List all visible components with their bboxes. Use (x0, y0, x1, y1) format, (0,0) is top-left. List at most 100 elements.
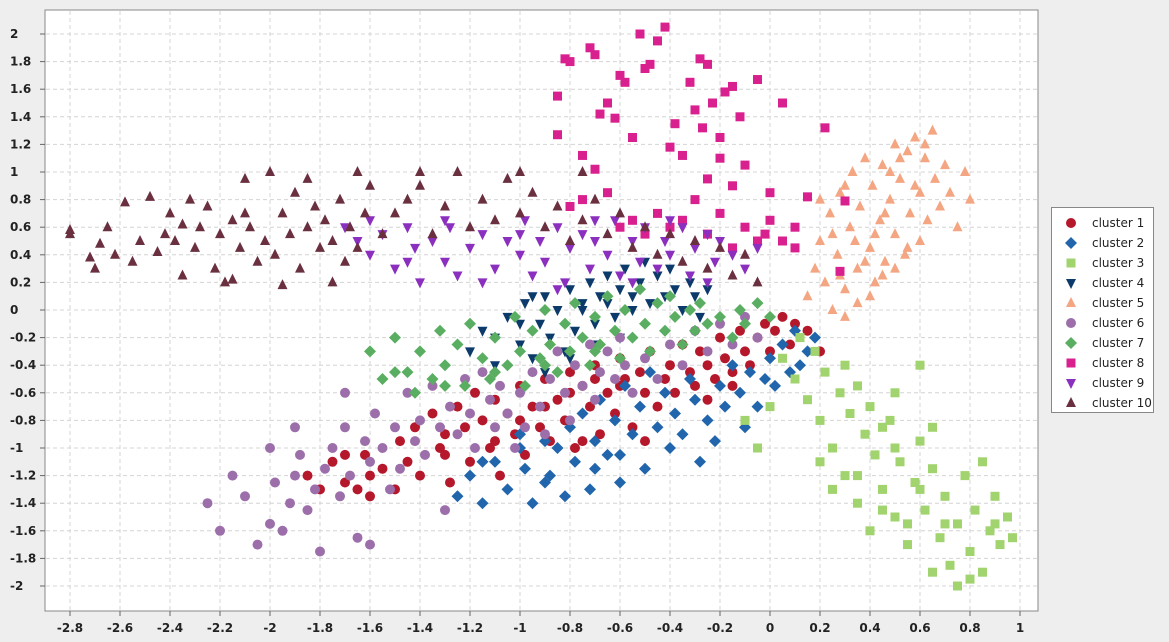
data-point (540, 368, 550, 379)
legend-label: cluster 8 (1092, 356, 1145, 370)
data-point (810, 346, 820, 356)
series-6 (202, 311, 763, 557)
data-point (1008, 533, 1017, 543)
data-point (302, 505, 313, 516)
data-point (520, 299, 530, 310)
data-point (690, 235, 700, 245)
legend-label: cluster 1 (1092, 216, 1145, 230)
data-point (678, 150, 687, 160)
data-point (202, 498, 213, 509)
data-point (727, 339, 738, 350)
data-point (702, 278, 713, 289)
data-point (452, 271, 463, 282)
data-point (765, 346, 775, 357)
data-point (840, 283, 850, 294)
data-point (377, 228, 388, 239)
data-point (553, 91, 562, 101)
data-point (552, 200, 563, 211)
data-point (577, 436, 588, 447)
data-point (910, 179, 920, 190)
data-point (540, 257, 550, 268)
data-point (694, 297, 706, 310)
data-point (595, 429, 605, 440)
data-point (514, 345, 526, 358)
data-point (145, 190, 155, 201)
data-point (639, 462, 651, 475)
data-point (620, 374, 630, 384)
data-point (885, 166, 895, 176)
legend-marker (1066, 297, 1076, 307)
y-tick-label: 2 (10, 27, 18, 41)
data-point (402, 257, 413, 268)
data-point (576, 331, 589, 344)
data-point (640, 353, 650, 364)
data-point (602, 299, 613, 310)
data-point (865, 241, 875, 252)
data-point (526, 497, 539, 510)
data-point (690, 195, 700, 205)
data-point (735, 112, 745, 122)
data-point (465, 456, 475, 467)
data-point (835, 266, 845, 276)
data-point (922, 214, 933, 225)
data-point (552, 346, 563, 357)
data-point (65, 228, 75, 239)
data-point (502, 408, 513, 419)
data-point (110, 248, 120, 259)
data-point (584, 483, 596, 496)
data-point (910, 478, 920, 487)
data-point (440, 505, 450, 516)
data-point (502, 172, 513, 183)
data-point (603, 98, 612, 108)
data-point (728, 81, 737, 91)
data-point (930, 172, 940, 183)
data-point (753, 236, 762, 246)
data-point (601, 448, 614, 461)
data-point (664, 290, 676, 303)
data-point (502, 237, 513, 247)
data-point (790, 243, 800, 253)
data-point (460, 422, 470, 433)
data-point (690, 105, 700, 115)
data-point (702, 230, 713, 241)
data-point (540, 292, 550, 303)
legend-marker (1066, 397, 1076, 407)
data-point (990, 491, 1000, 501)
y-tick-label: 0 (10, 303, 18, 317)
data-point (590, 319, 600, 330)
y-tick-label: 0.6 (10, 220, 31, 234)
data-point (960, 471, 970, 481)
data-point (702, 285, 713, 296)
data-point (177, 269, 188, 280)
data-point (900, 248, 910, 259)
data-point (601, 290, 614, 303)
data-point (170, 235, 180, 245)
data-point (620, 264, 630, 275)
data-point (526, 324, 539, 337)
data-point (744, 366, 756, 379)
x-tick-label: 0.6 (909, 621, 930, 635)
data-point (965, 574, 975, 584)
data-point (426, 373, 439, 385)
data-point (602, 271, 613, 282)
data-point (880, 255, 890, 266)
data-point (853, 498, 862, 508)
data-point (665, 142, 675, 152)
data-point (603, 188, 612, 198)
data-point (665, 250, 675, 261)
data-point (427, 408, 438, 419)
data-point (652, 401, 663, 412)
data-point (639, 317, 651, 330)
data-point (527, 271, 538, 282)
data-point (452, 166, 463, 176)
data-point (327, 443, 338, 453)
data-point (519, 379, 531, 392)
data-point (245, 221, 255, 232)
data-point (535, 319, 545, 330)
data-point (740, 415, 750, 425)
data-point (495, 380, 505, 391)
data-point (270, 477, 280, 488)
data-point (565, 235, 575, 245)
data-point (540, 429, 550, 440)
data-point (420, 449, 430, 460)
